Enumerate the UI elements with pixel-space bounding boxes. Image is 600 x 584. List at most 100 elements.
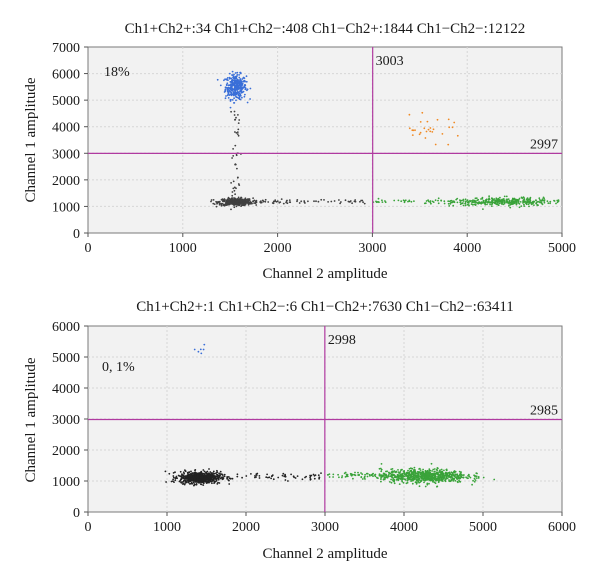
y-tick-label: 0 (73, 227, 80, 242)
data-point (444, 479, 446, 482)
data-point (500, 202, 503, 205)
data-point (242, 76, 245, 79)
data-point (231, 70, 234, 73)
data-point (436, 485, 438, 488)
data-point (474, 475, 476, 478)
x-tick-label: 6000 (548, 520, 576, 535)
data-point (187, 472, 189, 475)
data-point (246, 198, 249, 201)
data-point (238, 76, 241, 79)
data-point (196, 478, 199, 481)
data-point (245, 75, 248, 78)
data-point (502, 203, 505, 206)
data-point (549, 200, 552, 203)
data-point (426, 482, 429, 485)
data-point (462, 198, 465, 201)
data-point (307, 200, 309, 203)
data-point (259, 201, 261, 203)
data-point (193, 474, 195, 476)
data-point (284, 474, 287, 477)
data-point (218, 200, 221, 203)
x-tick-label: 3000 (311, 520, 339, 535)
data-point (225, 199, 228, 202)
data-point (229, 106, 232, 109)
data-point (236, 71, 239, 74)
data-point (493, 478, 496, 481)
data-point (232, 88, 235, 90)
data-point (215, 473, 218, 476)
data-point (218, 472, 221, 475)
data-point (227, 84, 230, 87)
data-point (313, 474, 316, 477)
data-point (232, 155, 235, 157)
data-point (241, 202, 244, 204)
data-point (189, 478, 191, 481)
data-point (468, 204, 470, 207)
data-point (219, 84, 222, 87)
data-point (415, 479, 418, 482)
data-point (178, 480, 181, 483)
data-point (172, 478, 175, 481)
data-point (237, 128, 240, 131)
data-point (438, 471, 440, 474)
data-point (526, 200, 529, 203)
data-point (206, 479, 209, 481)
data-point (526, 197, 529, 200)
data-point (194, 474, 197, 476)
data-point (492, 201, 494, 204)
data-point (467, 473, 470, 476)
data-point (206, 480, 209, 483)
data-point (173, 481, 175, 483)
data-point (437, 202, 440, 205)
data-point (450, 479, 453, 482)
data-point (230, 198, 233, 201)
data-point (419, 469, 422, 471)
data-point (196, 475, 199, 477)
data-point (182, 482, 185, 485)
data-point (523, 198, 526, 201)
plot-1-y-ticks: 0 1000 2000 3000 4000 5000 6000 7000 (52, 41, 88, 242)
data-point (239, 199, 242, 202)
data-point (232, 199, 235, 202)
x-tick-label: 5000 (469, 520, 497, 535)
data-point (393, 473, 395, 476)
data-point (226, 77, 229, 79)
data-point (244, 88, 247, 90)
data-point (466, 199, 469, 202)
data-point (404, 475, 406, 478)
data-point (234, 197, 237, 200)
data-point (244, 84, 247, 87)
data-point (456, 474, 459, 477)
data-point (338, 476, 340, 479)
data-point (404, 474, 407, 476)
data-point (191, 482, 194, 485)
data-point (473, 477, 476, 480)
data-point (234, 131, 236, 133)
data-point (427, 479, 429, 481)
data-point (239, 94, 242, 97)
data-point (464, 202, 467, 205)
data-point (199, 479, 202, 481)
data-point (427, 473, 429, 475)
data-point (393, 199, 396, 202)
data-point (380, 480, 382, 483)
data-point (452, 478, 454, 480)
data-point (202, 348, 205, 351)
data-point (172, 472, 175, 474)
data-point (218, 202, 221, 205)
data-point (502, 198, 505, 200)
data-point (499, 199, 502, 202)
data-point (235, 154, 238, 157)
data-point (497, 197, 500, 200)
data-point (454, 479, 457, 482)
data-point (423, 202, 426, 205)
data-point (458, 479, 460, 482)
data-point (230, 110, 233, 113)
data-point (226, 87, 229, 90)
data-point (427, 128, 430, 131)
data-point (536, 201, 538, 204)
data-point (361, 478, 364, 480)
data-point (241, 83, 244, 86)
data-point (437, 199, 439, 202)
data-point (462, 204, 465, 207)
